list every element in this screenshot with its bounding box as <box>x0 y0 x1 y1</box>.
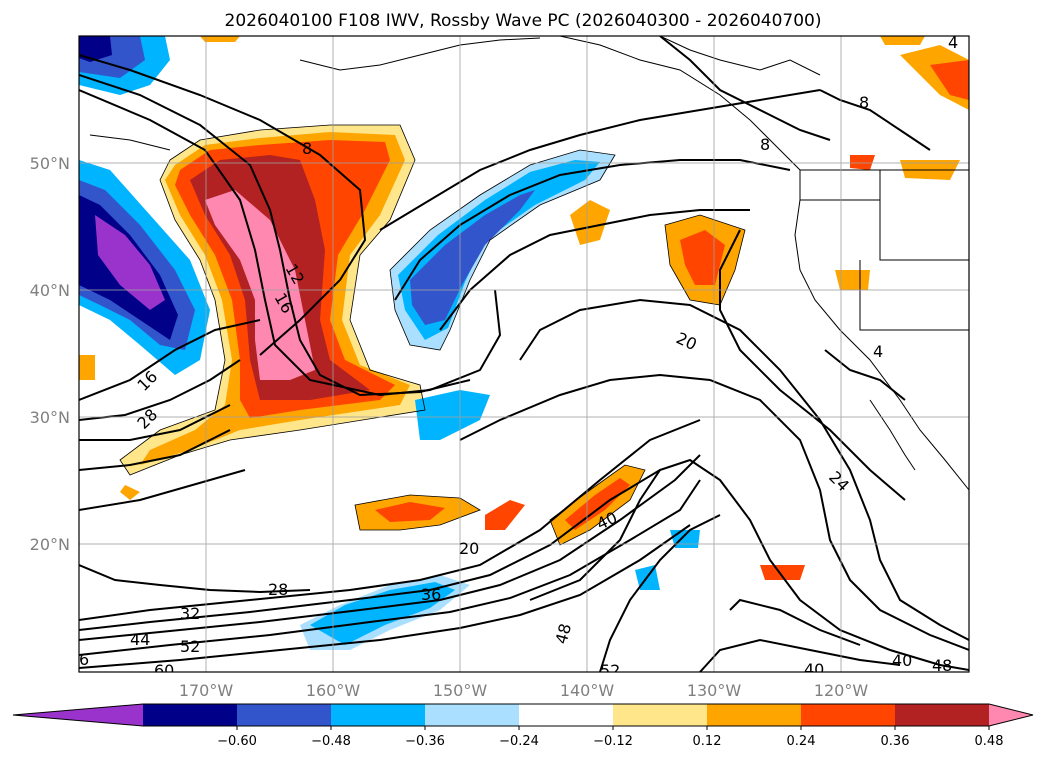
colorbar: −0.60 −0.48 −0.36 −0.24 −0.12 0.12 0.24 0.36 0.4… <box>12 703 1034 749</box>
lat-label: 40°N <box>30 281 70 300</box>
colorbar-tick-label: −0.48 <box>311 734 351 749</box>
graticule <box>79 36 969 672</box>
contour-label: 8 <box>302 139 312 158</box>
contour-label: 36 <box>421 585 441 604</box>
colorbar-segment <box>143 704 238 726</box>
lon-label: 160°W <box>306 681 361 700</box>
colorbar-tick-label: −0.24 <box>499 734 539 749</box>
contour-label: 8 <box>859 93 869 112</box>
contour-label: 48 <box>552 621 576 646</box>
contour-label: 40 <box>804 660 824 679</box>
contour-label: 60 <box>154 661 174 680</box>
lat-label: 30°N <box>30 408 70 427</box>
lon-label: 130°W <box>687 681 742 700</box>
positive-anomaly-patches <box>79 36 969 580</box>
lon-label: 150°W <box>433 681 488 700</box>
contour-label: 40 <box>892 651 912 670</box>
colorbar-segment <box>237 704 332 726</box>
map-area: 8 12 16 16 28 20 20 24 28 32 36 40 40 40… <box>79 33 969 680</box>
colorbar-extend-high <box>989 704 1033 726</box>
colorbar-segment <box>331 704 426 726</box>
coastlines <box>89 36 969 491</box>
colorbar-segment <box>519 704 614 726</box>
contour-lines <box>79 36 969 672</box>
map-title: 2026040100 F108 IWV, Rossby Wave PC (202… <box>225 11 822 31</box>
colorbar-segment <box>425 704 520 726</box>
colorbar-segment <box>707 704 802 726</box>
lon-label: 140°W <box>560 681 615 700</box>
colorbar-tick-label: 0.36 <box>881 734 910 749</box>
contour-label: 4 <box>948 33 958 52</box>
colorbar-tick-label: −0.60 <box>217 734 257 749</box>
lon-label: 120°W <box>814 681 869 700</box>
colorbar-tick-label: −0.12 <box>593 734 633 749</box>
lat-label: 20°N <box>30 535 70 554</box>
contour-label: 52 <box>180 637 200 656</box>
negative-anomaly-north <box>79 36 170 95</box>
contour-label: 44 <box>130 630 150 649</box>
colorbar-tick-label: 0.48 <box>975 734 1004 749</box>
negative-anomaly-west <box>79 160 210 375</box>
contour-label: 32 <box>180 604 200 623</box>
negative-anomaly-diagonal <box>390 150 615 350</box>
colorbar-tick-label: 0.24 <box>787 734 816 749</box>
longitude-labels: 170°W 160°W 150°W 140°W 130°W 120°W <box>179 681 869 700</box>
map-frame <box>78 35 970 673</box>
contour-label: 48 <box>932 656 952 675</box>
contour-label: 20 <box>459 539 479 558</box>
contour-label: 8 <box>760 135 770 154</box>
latitude-labels: 50°N 40°N 30°N 20°N <box>30 154 70 554</box>
contour-label: 28 <box>268 580 288 599</box>
colorbar-extend-low <box>13 704 143 726</box>
colorbar-segment <box>613 704 708 726</box>
colorbar-segment <box>801 704 896 726</box>
colorbar-outline <box>12 703 1034 727</box>
lon-label: 170°W <box>179 681 234 700</box>
contour-label: 6 <box>79 650 89 669</box>
colorbar-tick-label: 0.12 <box>693 734 722 749</box>
contour-label: 52 <box>600 661 620 680</box>
contour-label: 4 <box>873 342 883 361</box>
colorbar-segment <box>895 704 990 726</box>
colorbar-tick-label: −0.36 <box>405 734 445 749</box>
lat-label: 50°N <box>30 154 70 173</box>
